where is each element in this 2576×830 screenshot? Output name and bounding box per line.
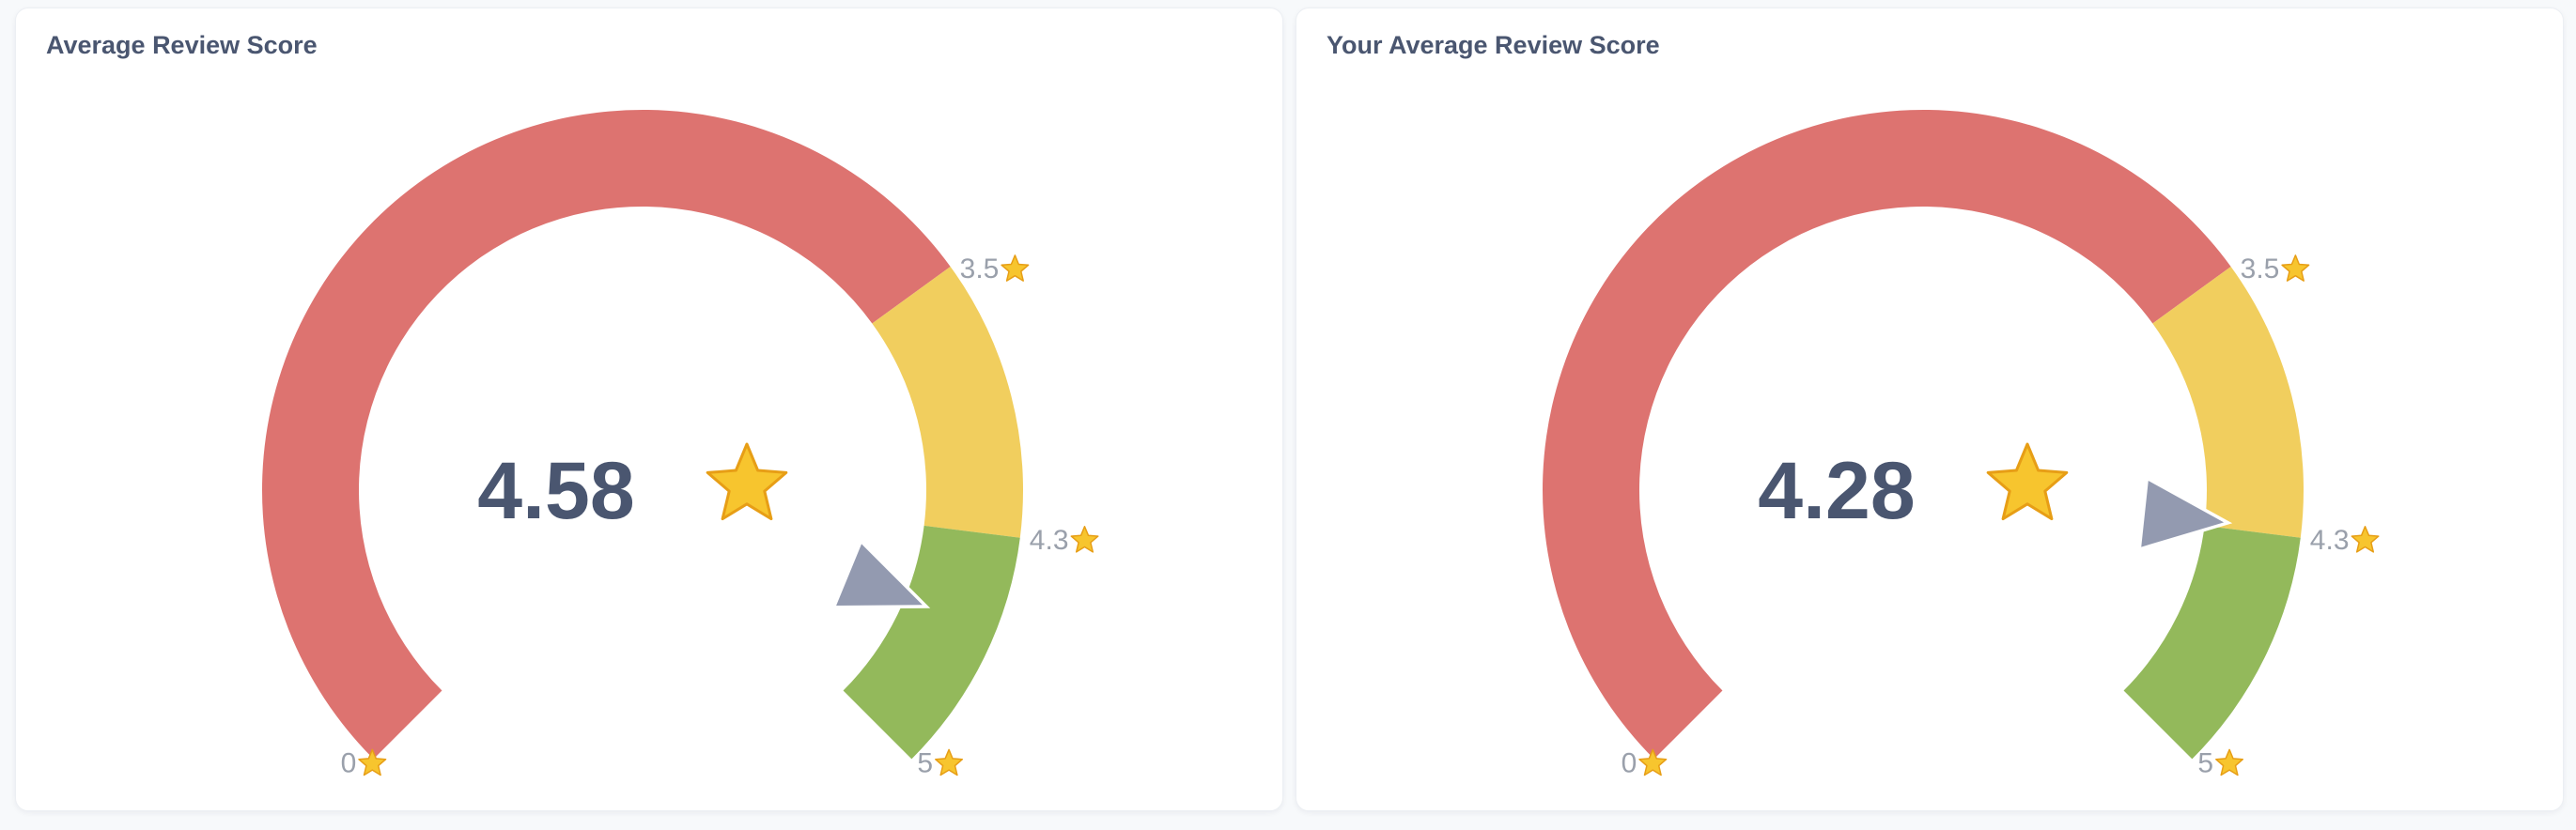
gauge-tick: 5 <box>2197 747 2244 778</box>
tick-label: 0 <box>1622 747 1637 778</box>
gauge-value: 4.58 <box>477 446 634 536</box>
gauge-needle <box>2137 475 2233 552</box>
star-icon <box>2281 254 2310 282</box>
gauge-segment <box>2123 525 2301 760</box>
tick-label: 5 <box>917 747 933 778</box>
gauge-segment <box>872 266 1023 538</box>
star-icon <box>1070 526 1099 553</box>
gauge-tick: 0 <box>341 747 387 778</box>
gauge-tick: 3.5 <box>960 254 1030 284</box>
card-title[interactable]: Average Review Score <box>46 31 318 59</box>
gauge-value: 4.28 <box>1758 446 1915 536</box>
gauge-tick: 4.3 <box>2310 525 2380 556</box>
star-icon <box>1638 748 1668 776</box>
gauge-tick: 0 <box>1622 747 1668 778</box>
gauge-chart: 0 3.5 4.3 5 4.58 <box>261 109 1099 778</box>
gauge-tick: 4.3 <box>1030 525 1099 556</box>
tick-label: 4.3 <box>2310 525 2350 556</box>
gauge-segment <box>261 109 951 760</box>
star-icon <box>706 442 788 521</box>
gauge-tick: 5 <box>917 747 964 778</box>
tick-label: 0 <box>341 747 357 778</box>
gauge-tick: 3.5 <box>2241 254 2310 284</box>
star-icon <box>358 748 387 776</box>
card-title[interactable]: Your Average Review Score <box>1327 31 1660 59</box>
star-icon <box>2351 526 2380 553</box>
gauge-segment <box>2152 266 2304 538</box>
gauge-chart: 0 3.5 4.3 5 4.28 <box>1543 109 2380 778</box>
gauge-segment <box>843 525 1020 760</box>
gauge-segment <box>1543 109 2231 760</box>
star-icon <box>2215 748 2244 776</box>
star-icon <box>1986 442 2069 521</box>
gauge-card: Your Average Review Score 0 3.5 4.3 5 4.28 <box>1296 8 2564 811</box>
tick-label: 4.3 <box>1030 525 1069 556</box>
tick-label: 3.5 <box>960 254 1000 284</box>
tick-label: 3.5 <box>2241 254 2280 284</box>
gauge-card: Average Review Score 0 3.5 4.3 5 4.58 <box>15 8 1283 811</box>
tick-label: 5 <box>2197 747 2213 778</box>
star-icon <box>1001 254 1030 282</box>
gauge-needle <box>830 538 931 609</box>
star-icon <box>935 748 964 776</box>
